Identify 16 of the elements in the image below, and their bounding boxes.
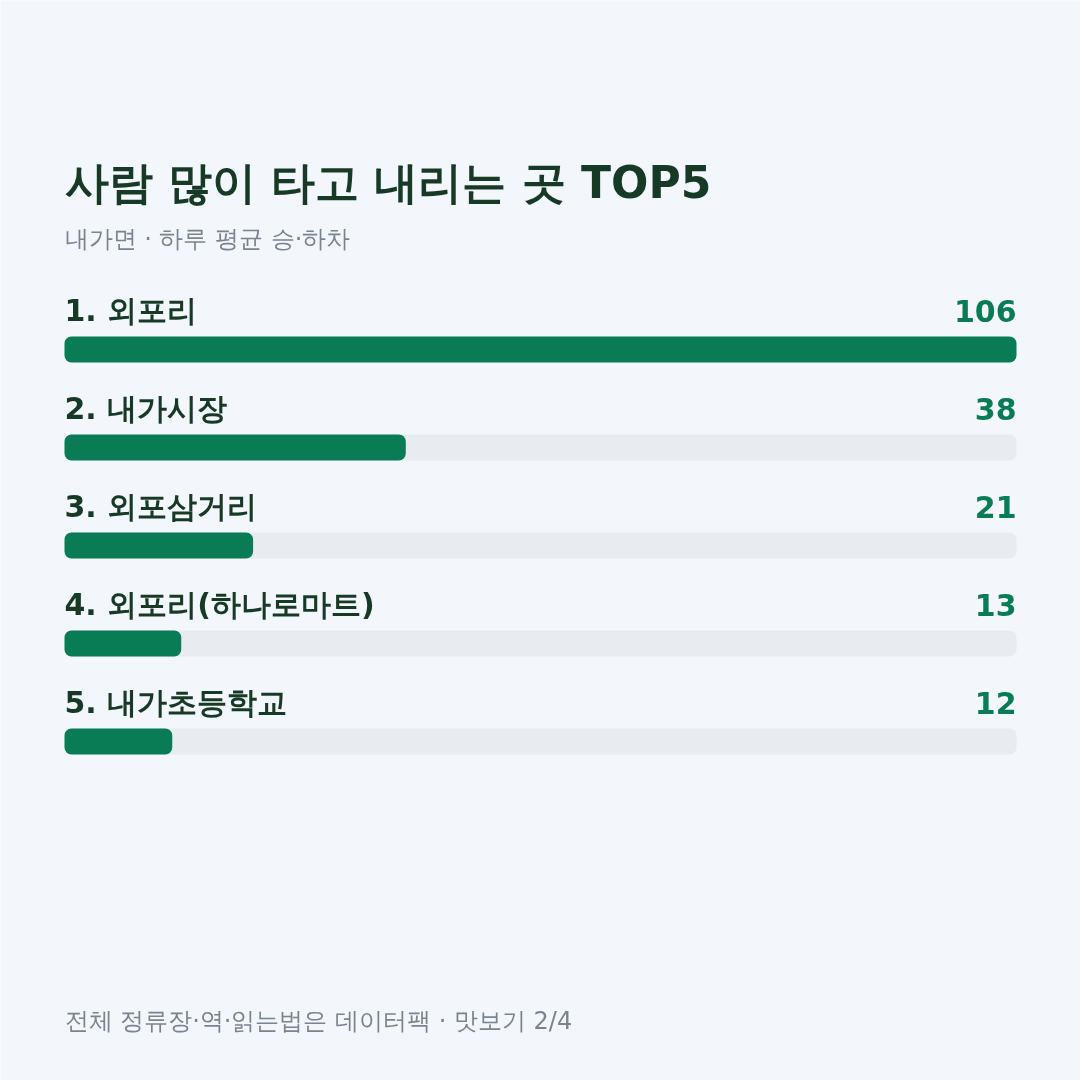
data-label: 12 bbox=[974, 685, 1017, 721]
y-tick-label: 3. 외포삼거리 bbox=[64, 489, 258, 524]
chart-title: 사람 많이 타고 내리는 곳 TOP5 bbox=[64, 157, 712, 208]
data-label: 13 bbox=[974, 587, 1017, 623]
bar bbox=[64, 532, 254, 559]
bar bbox=[64, 630, 182, 657]
y-tick-label: 2. 내가시장 bbox=[64, 391, 228, 426]
y-tick-label: 4. 외포리(하나로마트) bbox=[64, 587, 375, 622]
data-label: 38 bbox=[974, 391, 1017, 427]
data-label: 21 bbox=[974, 489, 1017, 525]
bar bbox=[64, 728, 173, 755]
y-tick-label: 1. 외포리 bbox=[64, 293, 198, 328]
text: 전체 정류장·역·읽는법은 데이터팩 · 맛보기 2/4 bbox=[64, 1006, 573, 1035]
data-label: 106 bbox=[953, 293, 1017, 329]
chart-subtitle: 내가면 · 하루 평균 승·하차 bbox=[64, 224, 351, 253]
y-tick-label: 5. 내가초등학교 bbox=[64, 685, 288, 720]
